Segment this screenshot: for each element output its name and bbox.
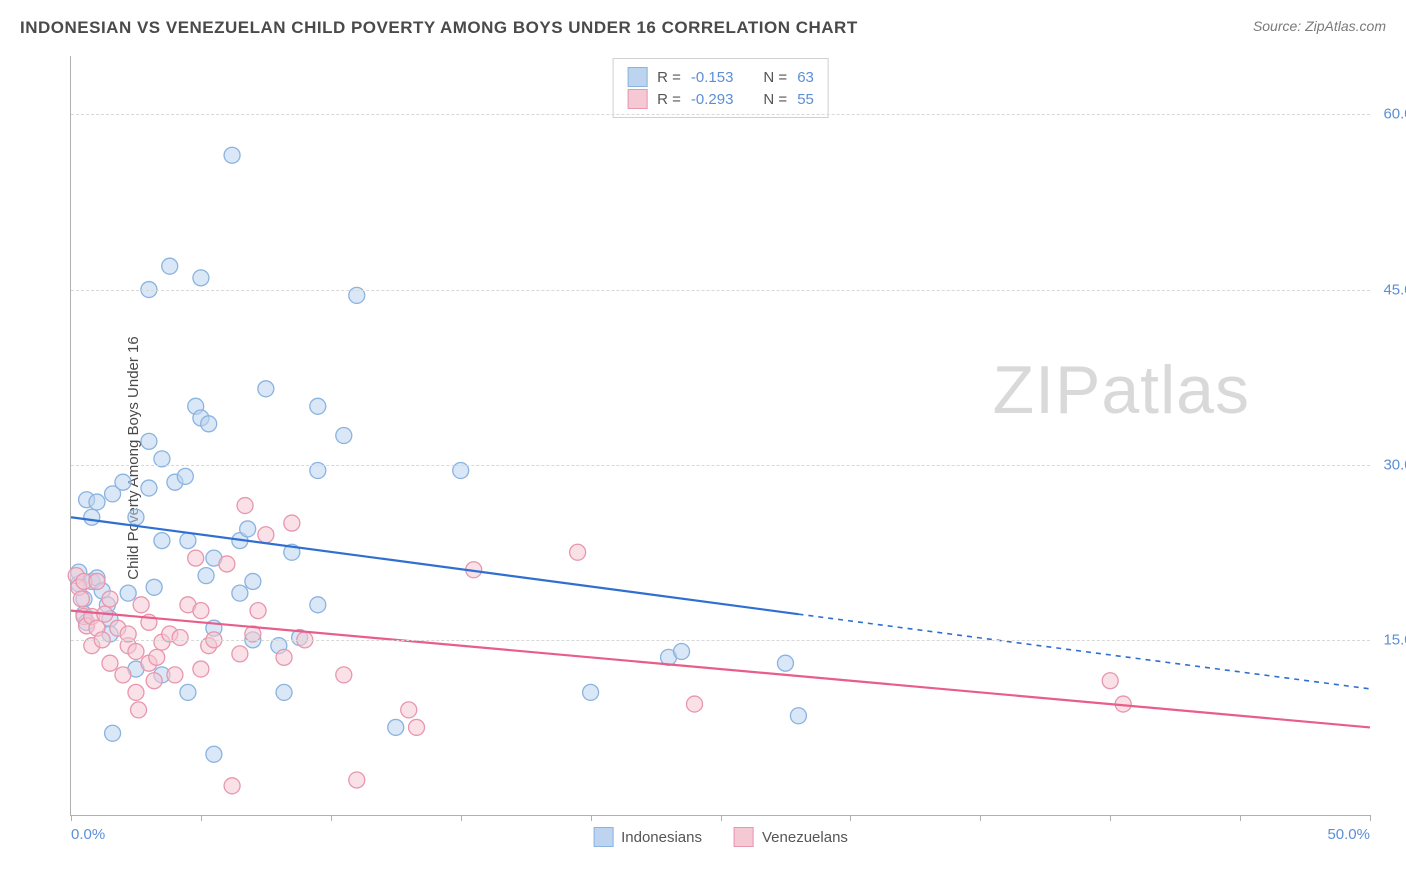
- scatter-point: [141, 433, 157, 449]
- trend-line: [71, 611, 1370, 728]
- scatter-point: [167, 667, 183, 683]
- plot-area: ZIPatlas R = -0.153 N = 63 R = -0.293 N …: [70, 56, 1370, 816]
- scatter-point: [284, 515, 300, 531]
- scatter-point: [219, 556, 235, 572]
- scatter-point: [133, 597, 149, 613]
- trend-line: [71, 517, 798, 614]
- scatter-point: [146, 673, 162, 689]
- y-tick-label: 60.0%: [1383, 106, 1406, 123]
- scatter-point: [674, 644, 690, 660]
- scatter-point: [258, 381, 274, 397]
- scatter-point: [198, 568, 214, 584]
- scatter-point: [193, 661, 209, 677]
- scatter-point: [232, 585, 248, 601]
- scatter-point: [154, 533, 170, 549]
- scatter-point: [131, 702, 147, 718]
- y-tick-label: 30.0%: [1383, 456, 1406, 473]
- scatter-point: [146, 579, 162, 595]
- scatter-point: [349, 772, 365, 788]
- legend-label-0: Indonesians: [621, 829, 702, 846]
- gridline: [71, 640, 1370, 641]
- scatter-point: [180, 684, 196, 700]
- legend-item-venezuelans: Venezuelans: [734, 827, 848, 847]
- scatter-point: [388, 719, 404, 735]
- scatter-point: [250, 603, 266, 619]
- scatter-point: [193, 270, 209, 286]
- scatter-point: [336, 428, 352, 444]
- scatter-point: [570, 544, 586, 560]
- scatter-point: [777, 655, 793, 671]
- gridline: [71, 290, 1370, 291]
- scatter-point: [276, 649, 292, 665]
- gridline: [71, 114, 1370, 115]
- scatter-point: [120, 585, 136, 601]
- scatter-point: [687, 696, 703, 712]
- chart-title: INDONESIAN VS VENEZUELAN CHILD POVERTY A…: [20, 18, 858, 38]
- scatter-point: [177, 468, 193, 484]
- gridline: [71, 465, 1370, 466]
- scatter-point: [102, 591, 118, 607]
- source-label: Source: ZipAtlas.com: [1253, 18, 1386, 34]
- scatter-point: [105, 725, 121, 741]
- scatter-point: [115, 474, 131, 490]
- x-tick: [1110, 815, 1111, 821]
- scatter-point: [201, 416, 217, 432]
- scatter-point: [245, 573, 261, 589]
- swatch-venezuelans: [734, 827, 754, 847]
- scatter-point: [193, 603, 209, 619]
- scatter-point: [224, 778, 240, 794]
- scatter-point: [409, 719, 425, 735]
- scatter-point: [206, 746, 222, 762]
- scatter-point: [89, 494, 105, 510]
- scatter-point: [336, 667, 352, 683]
- scatter-point: [115, 667, 131, 683]
- scatter-point: [162, 258, 178, 274]
- x-tick: [1240, 815, 1241, 821]
- scatter-point: [240, 521, 256, 537]
- swatch-indonesians: [593, 827, 613, 847]
- scatter-point: [310, 398, 326, 414]
- chart-container: Child Poverty Among Boys Under 16 ZIPatl…: [20, 48, 1386, 868]
- scatter-point: [583, 684, 599, 700]
- x-tick: [71, 815, 72, 821]
- scatter-point: [258, 527, 274, 543]
- trend-line-dashed: [798, 614, 1370, 689]
- scatter-point: [89, 573, 105, 589]
- scatter-point: [180, 533, 196, 549]
- x-tick: [461, 815, 462, 821]
- x-tick: [850, 815, 851, 821]
- x-tick-label: 50.0%: [1327, 826, 1370, 843]
- x-tick: [201, 815, 202, 821]
- scatter-point: [128, 509, 144, 525]
- y-tick-label: 15.0%: [1383, 631, 1406, 648]
- scatter-point: [310, 597, 326, 613]
- legend-item-indonesians: Indonesians: [593, 827, 702, 847]
- x-tick-label: 0.0%: [71, 826, 105, 843]
- x-tick: [1370, 815, 1371, 821]
- scatter-point: [276, 684, 292, 700]
- scatter-point: [1102, 673, 1118, 689]
- x-tick: [331, 815, 332, 821]
- scatter-point: [232, 646, 248, 662]
- scatter-point: [172, 630, 188, 646]
- scatter-point: [128, 684, 144, 700]
- legend-label-1: Venezuelans: [762, 829, 848, 846]
- y-tick-label: 45.0%: [1383, 281, 1406, 298]
- scatter-point: [141, 480, 157, 496]
- scatter-point: [102, 655, 118, 671]
- plot-svg: [71, 56, 1370, 815]
- x-tick: [980, 815, 981, 821]
- scatter-point: [188, 550, 204, 566]
- scatter-point: [149, 649, 165, 665]
- series-legend: Indonesians Venezuelans: [593, 827, 848, 847]
- scatter-point: [790, 708, 806, 724]
- x-tick: [591, 815, 592, 821]
- scatter-point: [237, 498, 253, 514]
- scatter-point: [73, 591, 89, 607]
- scatter-point: [84, 509, 100, 525]
- x-tick: [721, 815, 722, 821]
- scatter-point: [401, 702, 417, 718]
- scatter-point: [224, 147, 240, 163]
- scatter-point: [128, 644, 144, 660]
